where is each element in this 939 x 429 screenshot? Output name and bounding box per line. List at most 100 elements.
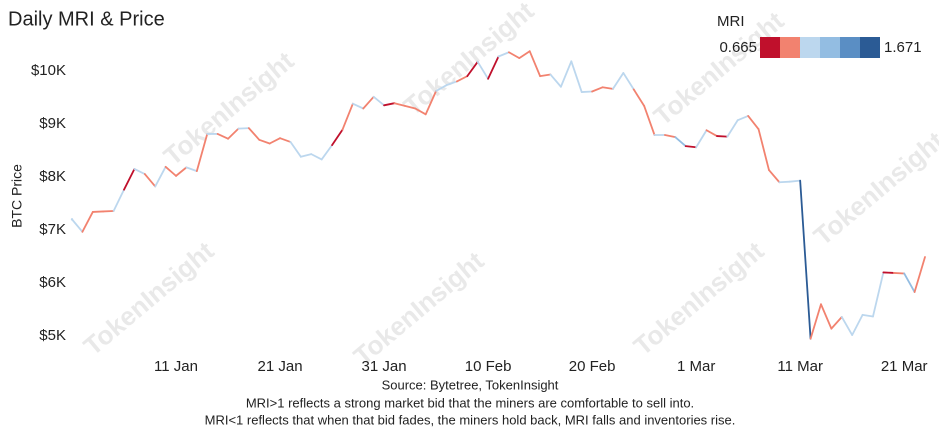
price-segment (195, 133, 209, 172)
x-tick-label: 21 Mar (881, 358, 928, 375)
price-segment (861, 313, 874, 318)
y-tick-label: $8K (39, 168, 66, 185)
price-segment (372, 95, 385, 107)
price-segment (820, 303, 833, 330)
price-segment (518, 50, 531, 59)
price-segment (414, 107, 427, 116)
price-segment (851, 313, 864, 336)
price-segment (227, 127, 240, 140)
price-segment (383, 102, 396, 107)
price-segment (830, 316, 843, 330)
y-tick-label: $10K (31, 62, 66, 79)
price-segment (684, 145, 698, 149)
price-segment (601, 86, 614, 90)
price-segment (705, 129, 718, 137)
price-segment (778, 180, 791, 184)
price-segment (476, 60, 489, 80)
price-segment (310, 153, 323, 161)
price-segment (237, 127, 250, 130)
legend-swatch (780, 37, 800, 58)
y-axis-title: BTC Price (9, 164, 25, 228)
price-segment (560, 60, 573, 88)
price-segment (695, 129, 708, 149)
price-segment (175, 166, 188, 177)
price-segment (123, 168, 136, 191)
price-segment (320, 144, 333, 161)
price-segment (258, 138, 271, 145)
price-segment (757, 128, 770, 171)
x-tick-label: 11 Jan (154, 358, 198, 375)
watermark: TokenInsight (628, 235, 770, 361)
watermark: TokenInsight (398, 0, 540, 121)
price-segment (279, 137, 292, 143)
price-segment (913, 256, 926, 293)
price-segment (403, 104, 417, 110)
price-segment (882, 271, 895, 274)
price-segment (487, 55, 500, 80)
x-tick-label: 11 Mar (777, 358, 823, 375)
price-segment (570, 60, 583, 93)
legend-swatch (860, 37, 880, 58)
price-segment (539, 73, 552, 78)
price-segment (549, 73, 562, 88)
x-tick-label: 31 Jan (362, 358, 407, 375)
price-segment (664, 134, 677, 139)
price-segment (81, 211, 94, 233)
price-segment (154, 165, 167, 188)
price-segment (143, 173, 157, 188)
price-segment (736, 115, 750, 122)
price-segment (164, 165, 177, 177)
x-tick-label: 10 Feb (465, 358, 512, 375)
price-segment (788, 179, 802, 183)
x-tick-label: 1 Mar (677, 358, 715, 375)
legend-swatch (800, 37, 820, 58)
price-segment (840, 316, 854, 336)
chart-title: Daily MRI & Price (8, 8, 165, 30)
price-segment (508, 51, 521, 59)
price-segment (299, 153, 313, 158)
price-segment (892, 272, 906, 275)
price-segment (674, 136, 687, 148)
legend-min: 0.665 (719, 39, 757, 56)
price-segment (528, 50, 542, 78)
price-segment (331, 128, 344, 147)
legend-swatch (760, 37, 780, 58)
note: MRI>1 reflects a strong market bid that … (246, 395, 694, 410)
note: MRI<1 reflects that when that bid fades,… (205, 412, 736, 427)
y-tick-label: $9K (39, 115, 66, 132)
price-segment (612, 72, 625, 90)
y-tick-label: $6K (39, 274, 66, 291)
watermark: TokenInsight (158, 45, 300, 171)
legend-title: MRI (717, 13, 745, 30)
price-segment (903, 272, 916, 293)
price-segment (351, 102, 365, 110)
watermark: TokenInsight (808, 125, 939, 251)
y-tick-label: $7K (39, 221, 66, 238)
price-segment (872, 271, 885, 318)
price-segment (580, 90, 594, 93)
price-segment (393, 102, 406, 107)
price-segment (726, 119, 739, 138)
y-tick-label: $5K (39, 327, 66, 344)
legend-swatch (820, 37, 840, 58)
price-segment (247, 127, 261, 141)
price-segment (466, 60, 479, 78)
price-segment (768, 169, 781, 184)
price-segment (289, 141, 302, 158)
price-segment (185, 166, 198, 172)
x-tick-label: 21 Jan (258, 358, 303, 375)
price-segment (445, 80, 458, 87)
price-segment (424, 90, 437, 116)
legend-swatch (840, 37, 860, 58)
price-segment (643, 104, 656, 136)
price-segment (268, 137, 281, 145)
price-segment (591, 86, 604, 93)
price-segment (71, 218, 84, 233)
x-tick-label: 20 Feb (569, 358, 616, 375)
price-segment (455, 75, 469, 83)
source: Source: Bytetree, TokenInsight (382, 377, 559, 392)
price-segment (809, 303, 822, 340)
watermark: TokenInsight (78, 235, 220, 361)
price-segment (112, 188, 125, 212)
